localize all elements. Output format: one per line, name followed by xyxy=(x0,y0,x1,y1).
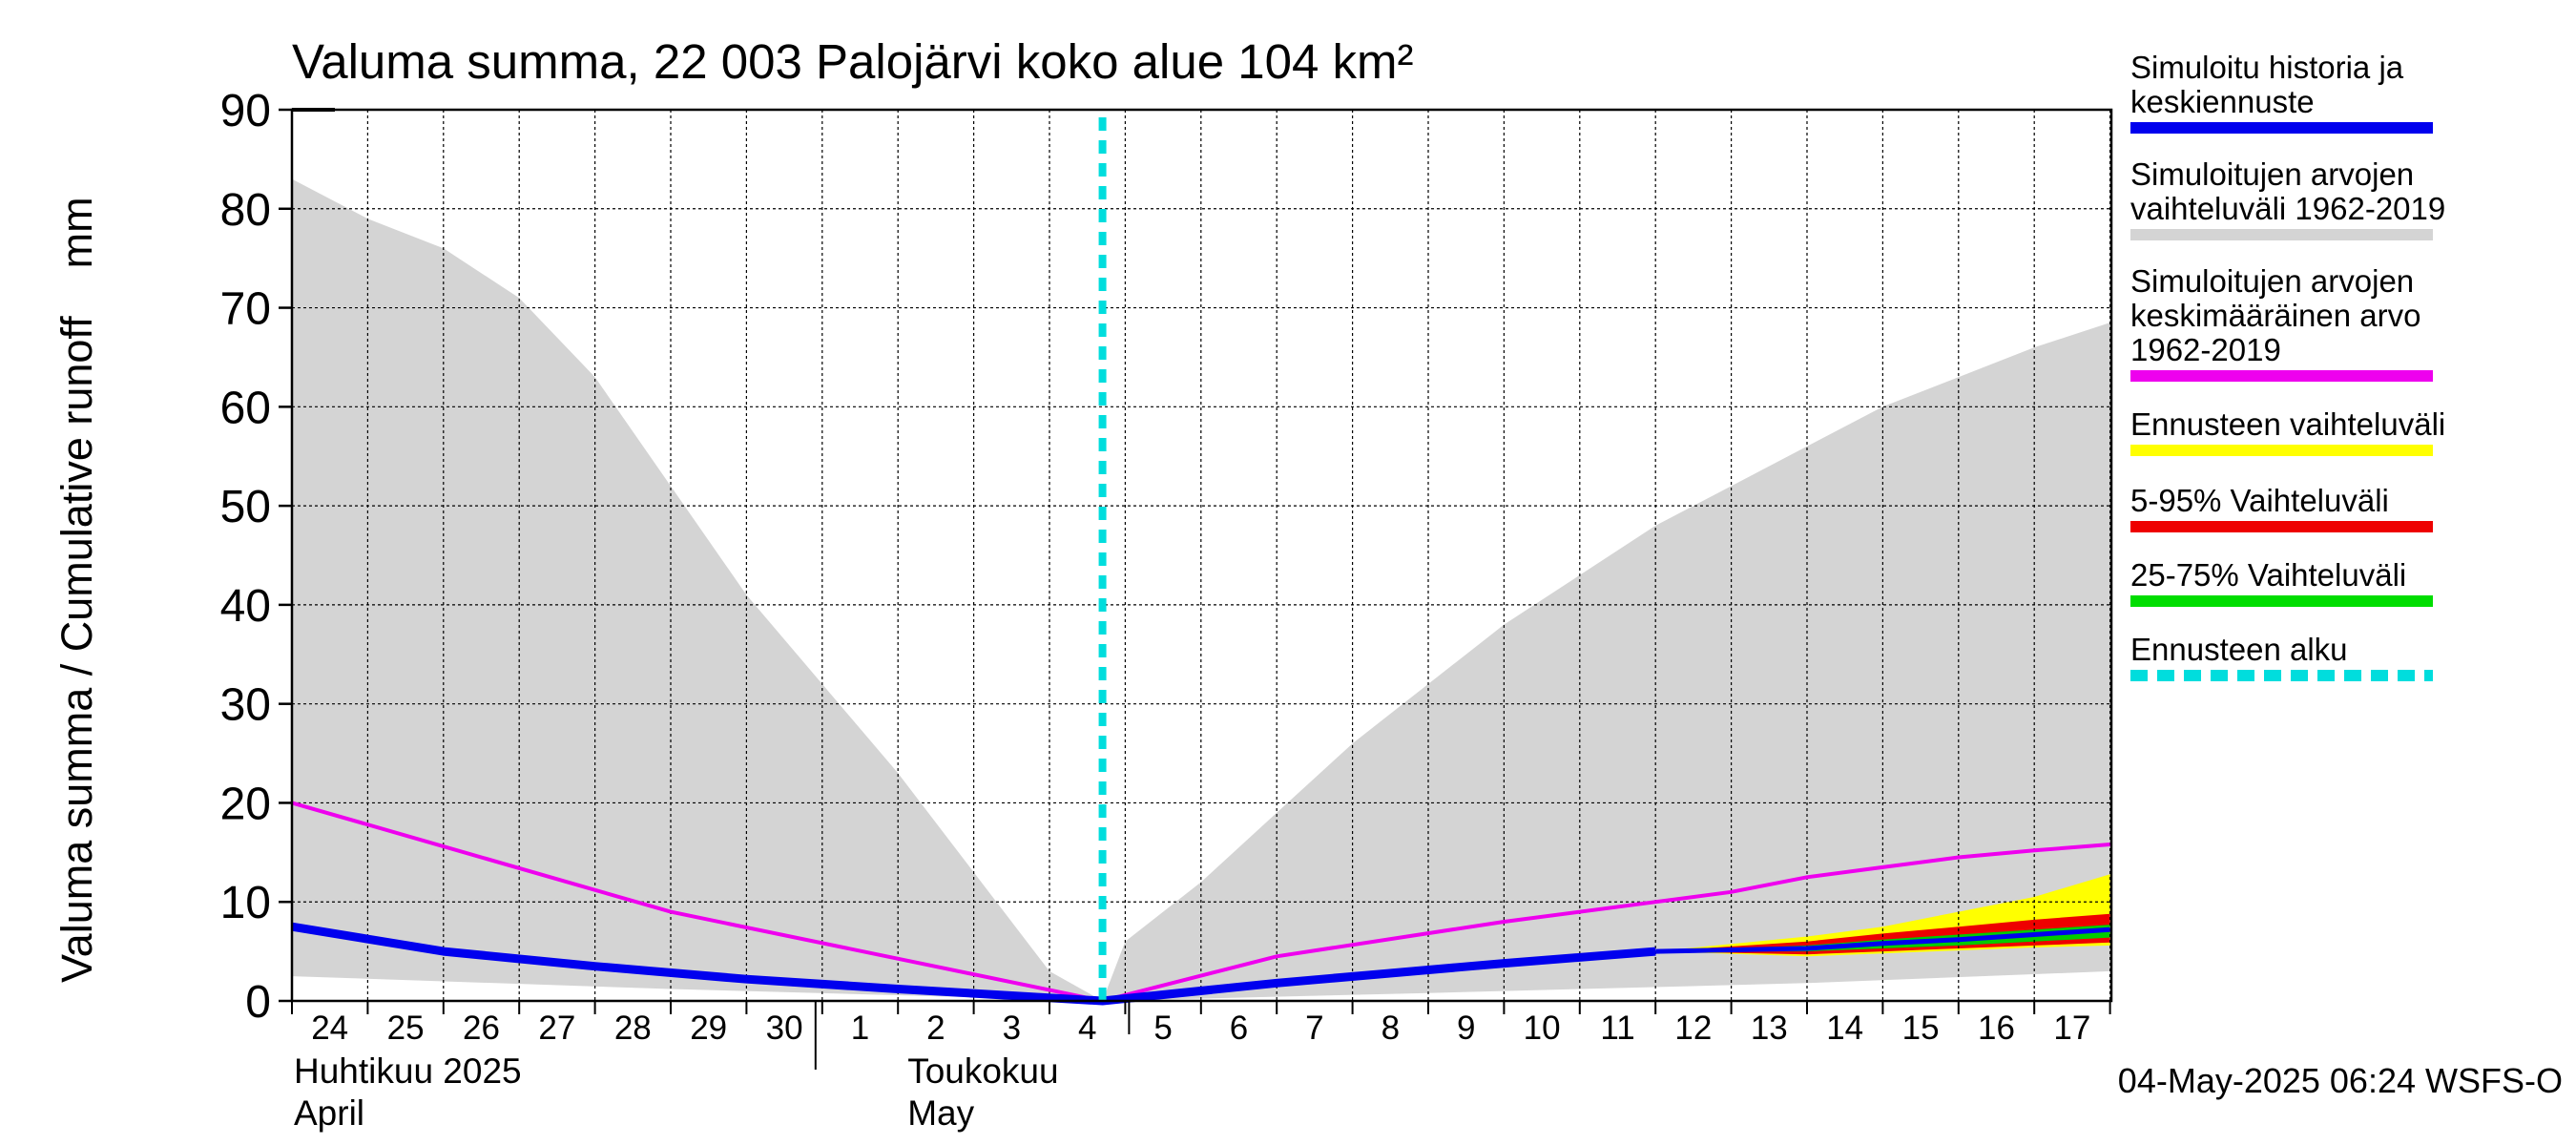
legend-label-p2575: 25-75% Vaihteluväli xyxy=(2130,557,2406,593)
y-tick-label: 40 xyxy=(220,581,271,632)
x-tick-label: 3 xyxy=(1003,1010,1021,1047)
x-tick-label: 4 xyxy=(1078,1010,1096,1047)
legend-label-p595: 5-95% Vaihteluväli xyxy=(2130,483,2389,518)
y-tick-label: 70 xyxy=(220,284,271,335)
x-tick-label: 10 xyxy=(1524,1010,1561,1047)
y-tick-label: 10 xyxy=(220,878,271,928)
x-tick-label: 12 xyxy=(1674,1010,1712,1047)
legend-label-start: Ennusteen alku xyxy=(2130,632,2348,667)
x-tick-label: 16 xyxy=(1978,1010,2015,1047)
month-label-en: May xyxy=(907,1093,974,1133)
x-tick-label: 27 xyxy=(538,1010,575,1047)
legend-label-mean: 1962-2019 xyxy=(2130,332,2281,367)
legend-label-mean: Simuloitujen arvojen xyxy=(2130,263,2414,299)
x-tick-label: 11 xyxy=(1600,1010,1634,1047)
legend-label-sim: keskiennuste xyxy=(2130,84,2315,119)
y-tick-label: 60 xyxy=(220,383,271,433)
x-tick-label: 25 xyxy=(387,1010,425,1047)
y-tick-label: 20 xyxy=(220,779,271,829)
axes xyxy=(279,108,2113,1070)
x-tick-label: 8 xyxy=(1381,1010,1400,1047)
legend-label-sim: Simuloitu historia ja xyxy=(2130,50,2404,85)
y-tick-label: 80 xyxy=(220,185,271,236)
data-lines xyxy=(291,117,2110,1006)
x-tick-label: 28 xyxy=(614,1010,652,1047)
month-label-en: April xyxy=(294,1093,364,1133)
x-tick-label: 9 xyxy=(1457,1010,1475,1047)
y-axis-label: Valuma summa / Cumulative runoff mm xyxy=(52,197,101,983)
legend-label-range: vaihteluväli 1962-2019 xyxy=(2130,191,2445,226)
x-tick-label: 6 xyxy=(1230,1010,1248,1047)
y-tick-label: 50 xyxy=(220,482,271,532)
p5-95-band xyxy=(1655,913,2110,955)
x-tick-label: 15 xyxy=(1902,1010,1940,1047)
x-tick-label: 30 xyxy=(766,1010,803,1047)
range-band-1962-2019 xyxy=(292,178,2110,1002)
chart-title: Valuma summa, 22 003 Palojärvi koko alue… xyxy=(292,34,1413,89)
x-tick-label: 13 xyxy=(1751,1010,1788,1047)
x-tick-label: 1 xyxy=(851,1010,869,1047)
x-tick-label: 26 xyxy=(463,1010,500,1047)
y-tick-label: 30 xyxy=(220,680,271,731)
month-label: Toukokuu xyxy=(907,1051,1058,1091)
y-tick-label: 90 xyxy=(220,86,271,136)
x-tick-label: 24 xyxy=(311,1010,348,1047)
legend-label-range: Simuloitujen arvojen xyxy=(2130,156,2414,192)
x-tick-label: 5 xyxy=(1153,1010,1172,1047)
x-tick-label: 2 xyxy=(926,1010,945,1047)
legend-label-mean: keskimääräinen arvo xyxy=(2130,298,2420,333)
x-tick-label: 17 xyxy=(2053,1010,2090,1047)
simulated-history-line xyxy=(291,922,1656,1006)
forecast-median-line xyxy=(1655,926,2110,954)
legend-label-ens: Ennusteen vaihteluväli xyxy=(2130,406,2445,442)
month-label: Huhtikuu 2025 xyxy=(294,1051,522,1091)
x-tick-label: 14 xyxy=(1826,1010,1863,1047)
x-tick-label: 7 xyxy=(1305,1010,1323,1047)
mean-line xyxy=(291,801,2110,1004)
y-tick-label: 0 xyxy=(245,977,271,1028)
x-tick-label: 29 xyxy=(690,1010,727,1047)
footer-timestamp: 04-May-2025 06:24 WSFS-O xyxy=(2118,1061,2563,1100)
